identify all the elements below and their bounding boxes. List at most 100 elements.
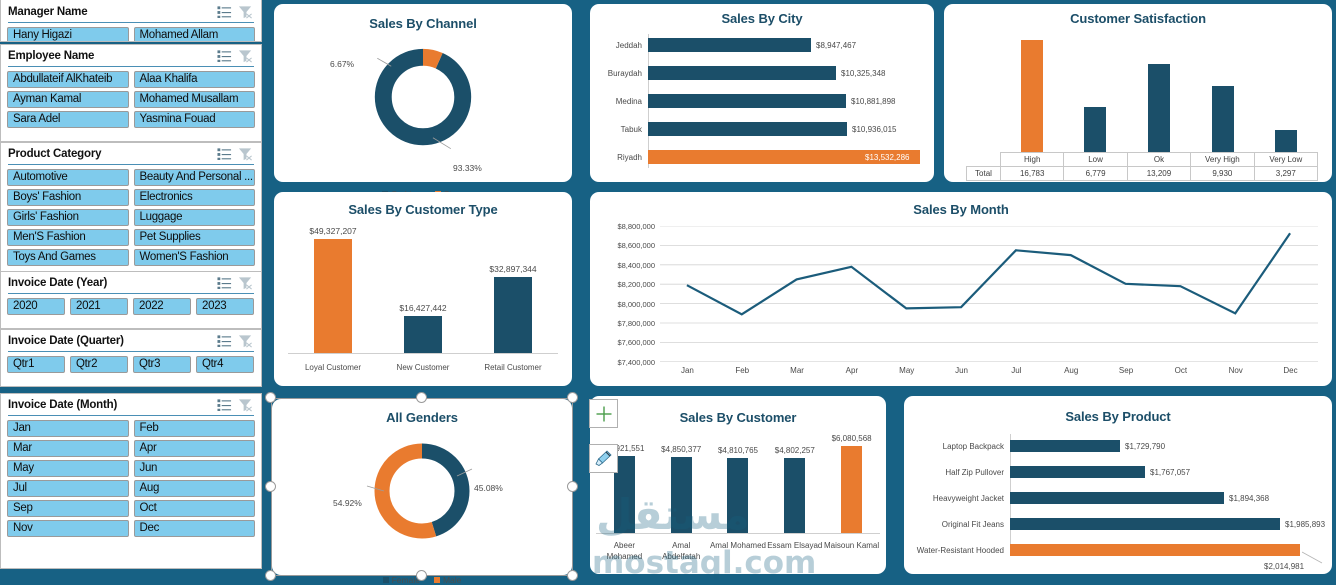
bar-high[interactable] bbox=[1020, 40, 1043, 152]
multi-select-icon[interactable] bbox=[217, 5, 232, 19]
bar-row[interactable]: Laptop Backpack $1,729,790 bbox=[912, 440, 1326, 452]
slicer-employee-name[interactable]: Employee Name Abdullateif AlKhateib bbox=[0, 44, 262, 142]
slicer-chip[interactable]: Toys And Games bbox=[7, 249, 129, 266]
bar-row[interactable]: Half Zip Pullover $1,767,057 bbox=[912, 466, 1326, 478]
clear-filter-icon[interactable] bbox=[238, 147, 253, 161]
slicer-invoice-date-month[interactable]: Invoice Date (Month) Jan Feb bbox=[0, 393, 262, 569]
slicer-chip[interactable]: Alaa Khalifa bbox=[133, 71, 255, 88]
multi-select-icon[interactable] bbox=[217, 49, 232, 63]
table-cell-value: 9,930 bbox=[1190, 166, 1255, 181]
slicer-chip[interactable]: Automotive bbox=[7, 169, 129, 186]
slicer-chip[interactable]: Pet Supplies bbox=[133, 229, 255, 246]
multi-select-icon[interactable] bbox=[217, 334, 232, 348]
slicer-manager-name[interactable]: Manager Name Hany Higazi Mohamed All bbox=[0, 0, 262, 42]
slicer-chip[interactable]: Apr bbox=[133, 440, 255, 457]
bar-new-customer[interactable] bbox=[404, 316, 442, 354]
slicer-product-category[interactable]: Product Category Automotive Beauty A bbox=[0, 142, 262, 273]
bar-maisoun-kamal[interactable] bbox=[841, 446, 863, 534]
slicer-chip[interactable]: Electronics bbox=[133, 189, 255, 206]
bar-amal-mohamed[interactable] bbox=[727, 458, 749, 534]
chart-card-sales-by-customer-type[interactable]: Sales By Customer Type $49,327,207 $16,4… bbox=[274, 192, 572, 386]
selection-handle-n[interactable] bbox=[416, 392, 427, 403]
slicer-chip[interactable]: Beauty And Personal ... bbox=[133, 169, 255, 186]
bar-very-high[interactable] bbox=[1211, 86, 1234, 152]
selection-handle-ne[interactable] bbox=[567, 392, 578, 403]
slicer-chip[interactable]: Boys' Fashion bbox=[7, 189, 129, 206]
slicer-chip[interactable]: May bbox=[7, 460, 129, 477]
slicer-chip[interactable]: Qtr2 bbox=[70, 356, 128, 373]
slicer-chip[interactable]: Jun bbox=[133, 460, 255, 477]
clear-filter-icon[interactable] bbox=[238, 398, 253, 412]
bar-very-low[interactable] bbox=[1275, 130, 1298, 152]
slicer-chip[interactable]: Qtr4 bbox=[196, 356, 254, 373]
x-tick: Jun bbox=[955, 366, 968, 375]
slicer-chip[interactable]: Qtr3 bbox=[133, 356, 191, 373]
slicer-chip[interactable]: 2022 bbox=[133, 298, 191, 315]
multi-select-icon[interactable] bbox=[217, 147, 232, 161]
slicer-chip[interactable]: Mohamed Musallam bbox=[133, 91, 255, 108]
selection-handle-w[interactable] bbox=[265, 481, 276, 492]
slicer-chip[interactable]: Abdullateif AlKhateib bbox=[7, 71, 129, 88]
slicer-chip[interactable]: 2023 bbox=[196, 298, 254, 315]
slicer-chip[interactable]: 2021 bbox=[70, 298, 128, 315]
chart-card-sales-by-customer[interactable]: Sales By Customer $4,921,551 $4,850,377 … bbox=[590, 396, 886, 574]
clear-filter-icon[interactable] bbox=[238, 49, 253, 63]
slicer-chip[interactable]: Mohamed Allam bbox=[133, 27, 255, 41]
slicer-chip[interactable]: Women'S Fashion bbox=[133, 249, 255, 266]
clear-filter-icon[interactable] bbox=[238, 5, 253, 19]
slicer-chip[interactable]: Sara Adel bbox=[7, 111, 129, 128]
selection-handle-sw[interactable] bbox=[265, 570, 276, 581]
chart-card-sales-by-month[interactable]: Sales By Month $8,800,000 $8,600,000 $8,… bbox=[590, 192, 1332, 386]
multi-select-icon[interactable] bbox=[217, 398, 232, 412]
slicer-invoice-date-quarter[interactable]: Invoice Date (Quarter) Qtr1 Qtr2 bbox=[0, 329, 262, 387]
bar-row[interactable]: Medina $10,881,898 bbox=[602, 94, 924, 108]
slicer-chip[interactable]: 2020 bbox=[7, 298, 65, 315]
slicer-chip[interactable]: Mar bbox=[7, 440, 129, 457]
slicer-chip[interactable]: Ayman Kamal bbox=[7, 91, 129, 108]
bar-abeer-mohamed[interactable] bbox=[613, 456, 635, 534]
clear-filter-icon[interactable] bbox=[238, 276, 253, 290]
slicer-chip[interactable]: Hany Higazi bbox=[7, 27, 129, 41]
bar-row[interactable]: Tabuk $10,936,015 bbox=[602, 122, 924, 136]
bar-row[interactable]: Buraydah $10,325,348 bbox=[602, 66, 924, 80]
chart-styles-button[interactable] bbox=[589, 444, 618, 473]
slicer-chip[interactable]: Yasmina Fouad bbox=[133, 111, 255, 128]
slicer-chip[interactable]: Oct bbox=[133, 500, 255, 517]
chart-card-customer-satisfaction[interactable]: Customer Satisfaction High Low bbox=[944, 4, 1332, 182]
bar-essam-elsayad[interactable] bbox=[784, 458, 806, 534]
slicer-chip[interactable]: Feb bbox=[133, 420, 255, 437]
chart-card-sales-by-channel[interactable]: Sales By Channel 6.67% 93.33% On Line S bbox=[274, 4, 572, 199]
bar-row[interactable]: Jeddah $8,947,467 bbox=[602, 38, 924, 52]
bar-row[interactable]: Riyadh $13,532,286 bbox=[602, 150, 924, 164]
selection-handle-se[interactable] bbox=[567, 570, 578, 581]
bar-low[interactable] bbox=[1084, 107, 1107, 152]
bar-row[interactable]: Heavyweight Jacket $1,894,368 bbox=[912, 492, 1326, 504]
slicer-chip[interactable]: Jan bbox=[7, 420, 129, 437]
bar-retail-customer[interactable] bbox=[494, 277, 532, 354]
chart-card-all-genders[interactable]: All Genders 45.08% 54.92% Female Male bbox=[272, 399, 572, 585]
slicer-invoice-date-year[interactable]: Invoice Date (Year) 2020 2021 bbox=[0, 271, 262, 329]
bar-row[interactable]: Original Fit Jeans $1,985,893 bbox=[912, 518, 1326, 530]
chart-card-sales-by-city[interactable]: Sales By City Jeddah $8,947,467 Buraydah… bbox=[590, 4, 934, 182]
clear-filter-icon[interactable] bbox=[238, 334, 253, 348]
slicer-chip[interactable]: Luggage bbox=[133, 209, 255, 226]
chart-card-sales-by-product[interactable]: Sales By Product Laptop Backpack $1,729,… bbox=[904, 396, 1332, 574]
multi-select-icon[interactable] bbox=[217, 276, 232, 290]
slicer-chip[interactable]: Nov bbox=[7, 520, 129, 537]
slicer-chip[interactable]: Sep bbox=[7, 500, 129, 517]
bar-ok[interactable] bbox=[1147, 64, 1170, 152]
slicer-chip[interactable]: Aug bbox=[133, 480, 255, 497]
bar-row[interactable]: Water-Resistant Hooded bbox=[912, 544, 1326, 556]
slicer-chip[interactable]: Qtr1 bbox=[7, 356, 65, 373]
slicer-chip[interactable]: Girls' Fashion bbox=[7, 209, 129, 226]
bar-loyal-customer[interactable] bbox=[314, 239, 352, 354]
slicer-chip[interactable]: Jul bbox=[7, 480, 129, 497]
bar-amal-abdelfatah[interactable] bbox=[670, 457, 692, 534]
bar-value: $10,881,898 bbox=[851, 96, 896, 106]
chart-elements-button[interactable] bbox=[589, 399, 618, 428]
selection-handle-nw[interactable] bbox=[265, 392, 276, 403]
slicer-chip[interactable]: Dec bbox=[133, 520, 255, 537]
slicer-chip[interactable]: Men'S Fashion bbox=[7, 229, 129, 246]
selection-handle-s[interactable] bbox=[416, 570, 427, 581]
selection-handle-e[interactable] bbox=[567, 481, 578, 492]
